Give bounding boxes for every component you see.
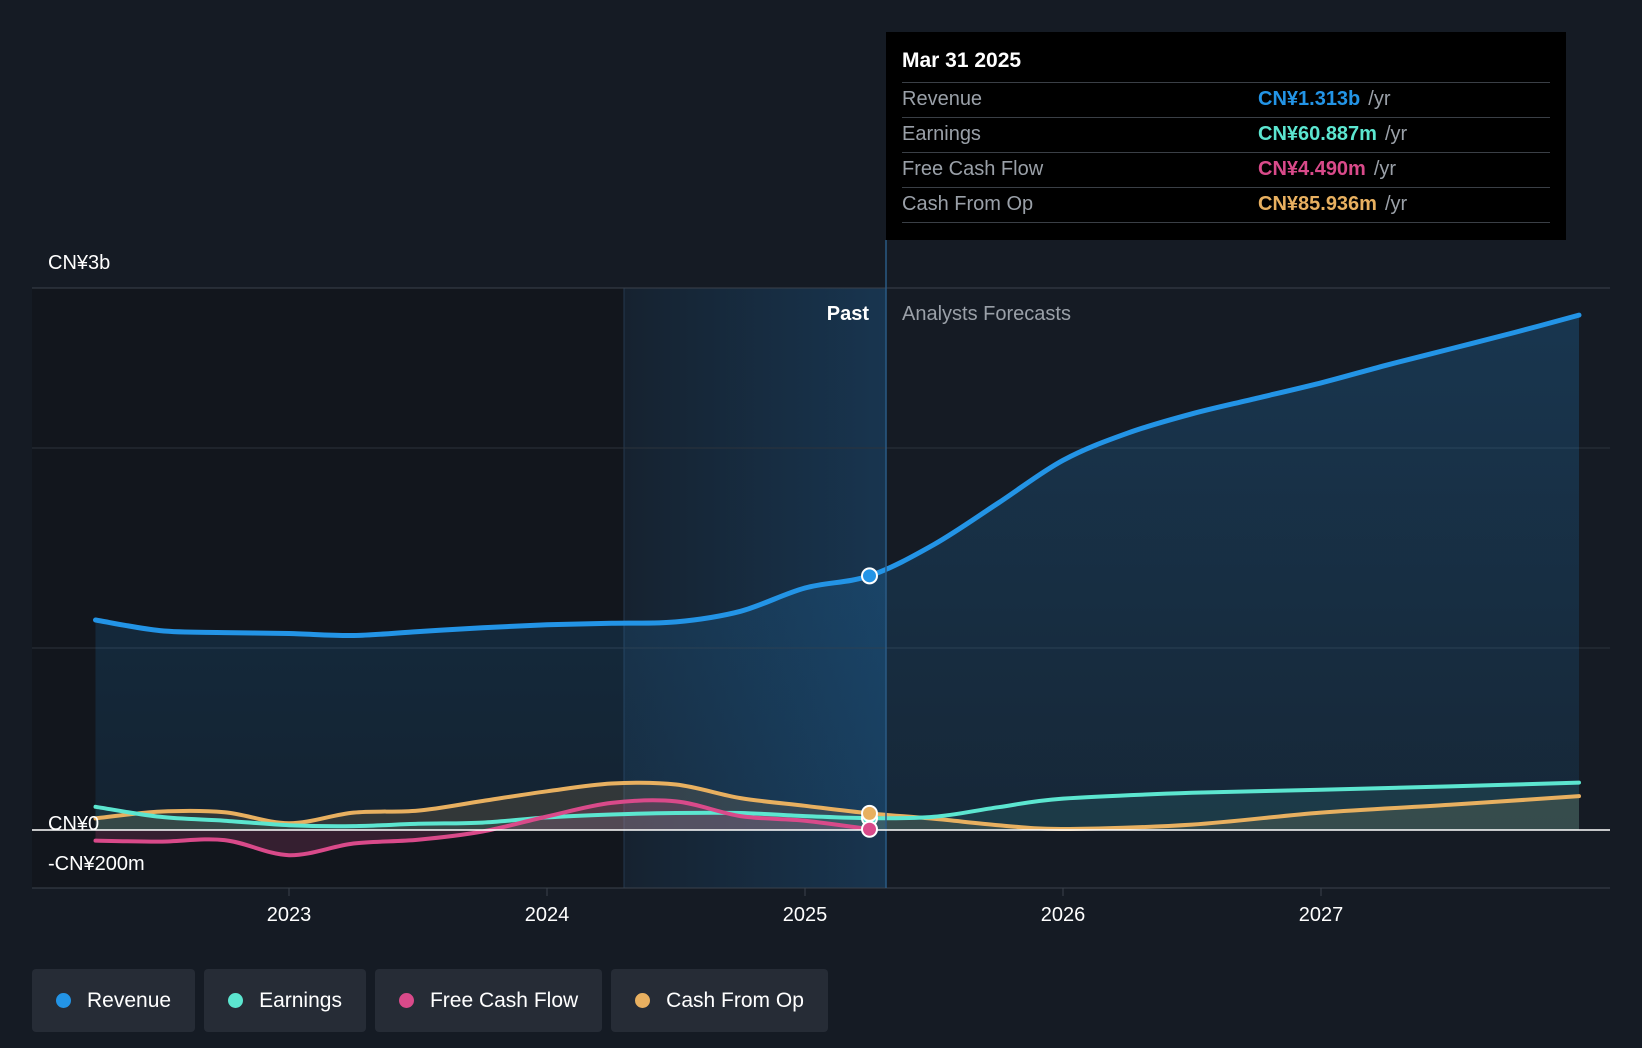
tooltip-value: CN¥85.936m bbox=[1258, 193, 1377, 215]
tooltip-label: Earnings bbox=[902, 123, 981, 145]
x-axis-ticks: 2023 2024 2025 2026 2027 bbox=[267, 888, 1344, 926]
tooltip-label: Free Cash Flow bbox=[902, 158, 1044, 180]
x-tick-label: 2024 bbox=[525, 904, 570, 926]
tooltip-unit: /yr bbox=[1373, 158, 1397, 180]
past-label: Past bbox=[827, 303, 870, 325]
earnings-dot-icon bbox=[228, 993, 244, 1008]
tooltip-unit: /yr bbox=[1384, 123, 1408, 145]
tooltip: Mar 31 2025 Revenue CN¥1.313b /yr Earnin… bbox=[886, 32, 1566, 240]
x-tick-label: 2026 bbox=[1041, 904, 1086, 926]
revenue-line bbox=[93, 312, 1582, 639]
tooltip-unit: /yr bbox=[1384, 193, 1408, 215]
legend-label: Free Cash Flow bbox=[429, 988, 579, 1012]
legend-label: Earnings bbox=[259, 988, 342, 1012]
tooltip-row-fcf: Free Cash Flow CN¥4.490m /yr bbox=[902, 153, 1550, 188]
fcf-line bbox=[93, 798, 872, 858]
revenue-marker[interactable] bbox=[861, 567, 878, 585]
tooltip-value: CN¥60.887m bbox=[1258, 123, 1377, 145]
x-tick-label: 2023 bbox=[267, 904, 312, 926]
y-label-zero: CN¥0 bbox=[48, 813, 100, 835]
legend-item-fcf[interactable]: Free Cash Flow bbox=[374, 969, 603, 1032]
cfo-marker[interactable] bbox=[861, 804, 878, 822]
legend-item-earnings[interactable]: Earnings bbox=[204, 969, 366, 1032]
x-tick-label: 2027 bbox=[1299, 904, 1344, 926]
legend-item-revenue[interactable]: Revenue bbox=[32, 969, 196, 1032]
revenue-dot-icon bbox=[56, 993, 71, 1008]
y-label-top: CN¥3b bbox=[48, 252, 111, 274]
tooltip-value: CN¥4.490m bbox=[1258, 158, 1366, 180]
earnings-area bbox=[95, 782, 1579, 830]
legend-label: Cash From Op bbox=[666, 988, 804, 1012]
revenue-area bbox=[95, 315, 1579, 831]
legend-item-cfo[interactable]: Cash From Op bbox=[611, 969, 828, 1032]
tooltip-row-earnings: Earnings CN¥60.887m /yr bbox=[902, 118, 1550, 153]
forecast-label: Analysts Forecasts bbox=[902, 303, 1071, 325]
tooltip-label: Revenue bbox=[902, 88, 983, 110]
series-lines bbox=[93, 312, 1582, 858]
cfo-dot-icon bbox=[635, 993, 651, 1008]
tooltip-row-cfo: Cash From Op CN¥85.936m /yr bbox=[902, 188, 1550, 223]
legend-label: Revenue bbox=[87, 988, 172, 1012]
fcf-dot-icon bbox=[398, 993, 414, 1008]
tooltip-row-revenue: Revenue CN¥1.313b /yr bbox=[902, 83, 1550, 118]
tooltip-label: Cash From Op bbox=[902, 193, 1034, 215]
y-label-negative: -CN¥200m bbox=[48, 853, 145, 875]
fcf-marker[interactable] bbox=[861, 820, 878, 838]
tooltip-date: Mar 31 2025 bbox=[902, 46, 1550, 83]
cfo-line bbox=[93, 780, 1581, 832]
tooltip-unit: /yr bbox=[1368, 88, 1391, 110]
tooltip-value: CN¥1.313b bbox=[1258, 88, 1361, 110]
legend: Revenue Earnings Free Cash Flow Cash Fro… bbox=[32, 969, 828, 1032]
x-tick-label: 2025 bbox=[783, 904, 828, 926]
cfo-area bbox=[95, 782, 1579, 830]
earnings-line bbox=[93, 780, 1581, 829]
series-markers bbox=[861, 567, 878, 838]
